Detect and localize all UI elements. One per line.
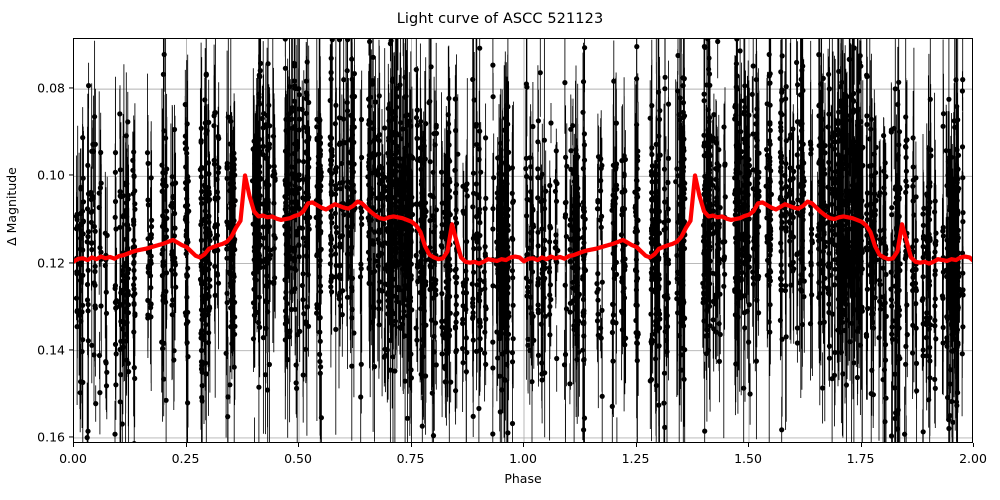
- plot-svg: [74, 39, 972, 442]
- y-tick-mark: [69, 436, 73, 438]
- y-tick-label: 0.10: [37, 167, 65, 183]
- x-tick-label: 0.00: [59, 451, 87, 466]
- plot-area: [73, 38, 973, 443]
- y-tick-mark: [69, 261, 73, 264]
- y-tick-mark: [69, 349, 73, 351]
- x-tick-mark: [298, 443, 300, 447]
- x-tick-label: 0.25: [171, 451, 200, 466]
- x-tick-label: 2.00: [959, 451, 987, 466]
- y-tick-label: 0.12: [37, 255, 65, 270]
- x-tick-mark: [410, 443, 412, 447]
- x-tick-label: 1.00: [509, 451, 537, 466]
- smoothed-mean-curve: [74, 173, 972, 266]
- y-tick-label: 0.16: [37, 429, 65, 445]
- x-tick-label: 1.25: [621, 451, 650, 466]
- x-tick-mark: [185, 443, 187, 447]
- x-tick-label: 1.50: [734, 451, 762, 466]
- y-tick-label: 0.08: [37, 80, 65, 96]
- x-tick-mark: [523, 443, 525, 447]
- x-tick-label: 0.50: [284, 451, 312, 466]
- x-axis-label: Phase: [504, 471, 542, 486]
- y-tick-mark: [69, 87, 73, 89]
- y-tick-label: 0.14: [37, 342, 65, 358]
- chart-title: Light curve of ASCC 521123: [396, 11, 604, 27]
- x-tick-mark: [748, 443, 750, 447]
- x-tick-mark: [973, 443, 975, 447]
- x-tick-mark: [860, 443, 862, 447]
- x-tick-mark: [73, 443, 75, 447]
- x-tick-label: 0.75: [396, 451, 425, 466]
- x-tick-label: 1.75: [846, 451, 875, 466]
- x-tick-mark: [635, 443, 637, 447]
- scatter-marker-layer: [74, 39, 966, 442]
- y-tick-mark: [69, 174, 73, 176]
